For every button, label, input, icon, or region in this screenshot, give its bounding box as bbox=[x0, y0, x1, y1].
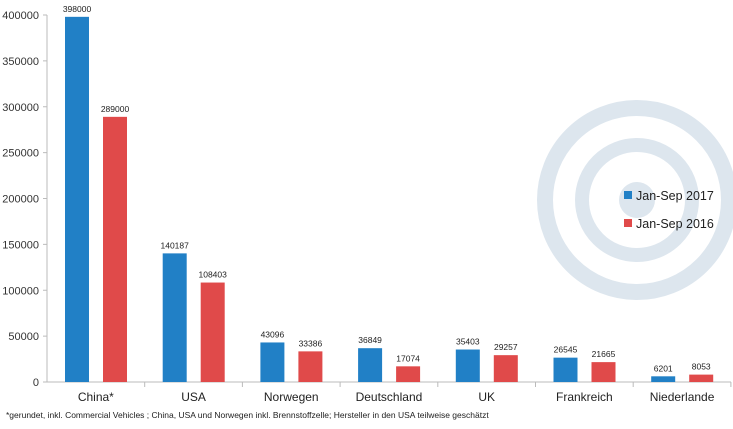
data-label: 17074 bbox=[396, 353, 420, 363]
y-tick-label: 400000 bbox=[2, 10, 39, 22]
data-label: 43096 bbox=[261, 329, 285, 339]
bar-2016 bbox=[298, 351, 323, 382]
bar-2016 bbox=[103, 116, 127, 382]
data-label: 29257 bbox=[494, 342, 518, 352]
footnote: *gerundet, inkl. Commercial Vehicles ; C… bbox=[6, 410, 489, 420]
y-tick-label: 200000 bbox=[2, 194, 39, 206]
y-tick-label: 150000 bbox=[2, 239, 39, 251]
bar-2016 bbox=[591, 362, 616, 382]
x-tick-label: Deutschland bbox=[356, 390, 423, 404]
bar-2016 bbox=[200, 282, 225, 382]
y-tick-label: 350000 bbox=[2, 56, 39, 68]
legend-label-2016: Jan-Sep 2016 bbox=[636, 217, 714, 231]
data-label: 140187 bbox=[161, 240, 190, 250]
bar-2017 bbox=[553, 357, 578, 382]
data-label: 8053 bbox=[692, 362, 711, 372]
seal-ring-icon bbox=[537, 100, 733, 300]
data-label: 6201 bbox=[654, 363, 673, 373]
bar-2017 bbox=[65, 16, 89, 383]
data-label: 108403 bbox=[199, 270, 228, 280]
bar-2016 bbox=[689, 374, 714, 382]
legend-swatch-2017 bbox=[624, 191, 632, 199]
bar-2017 bbox=[358, 348, 383, 382]
x-tick-label: Frankreich bbox=[556, 390, 613, 404]
data-label: 289000 bbox=[101, 104, 130, 114]
data-label: 398000 bbox=[63, 4, 92, 14]
y-tick-label: 300000 bbox=[2, 102, 39, 114]
x-tick-label: Norwegen bbox=[264, 390, 319, 404]
y-tick-label: 50000 bbox=[8, 331, 39, 343]
legend-label-2017: Jan-Sep 2017 bbox=[636, 189, 714, 203]
bar-2017 bbox=[162, 253, 187, 382]
bar-2017 bbox=[260, 342, 285, 382]
steering-wheel-icon bbox=[575, 138, 699, 262]
data-label: 36849 bbox=[358, 335, 382, 345]
data-label: 35403 bbox=[456, 337, 480, 347]
bar-2016 bbox=[396, 366, 421, 382]
y-tick-label: 0 bbox=[33, 377, 39, 389]
data-label: 33386 bbox=[299, 338, 323, 348]
x-tick-label: USA bbox=[181, 390, 206, 404]
bar-2017 bbox=[455, 349, 480, 382]
y-tick-label: 100000 bbox=[2, 285, 39, 297]
x-tick-label: China* bbox=[78, 390, 114, 404]
data-label: 26545 bbox=[554, 345, 578, 355]
x-tick-label: Niederlande bbox=[650, 390, 715, 404]
legend: Jan-Sep 2017 Jan-Sep 2016 bbox=[624, 189, 714, 231]
x-tick-label: UK bbox=[478, 390, 495, 404]
bar-2017 bbox=[651, 376, 676, 382]
y-tick-label: 250000 bbox=[2, 148, 39, 160]
legend-swatch-2016 bbox=[624, 219, 632, 227]
data-label: 21665 bbox=[592, 349, 616, 359]
bar-2016 bbox=[493, 355, 518, 382]
